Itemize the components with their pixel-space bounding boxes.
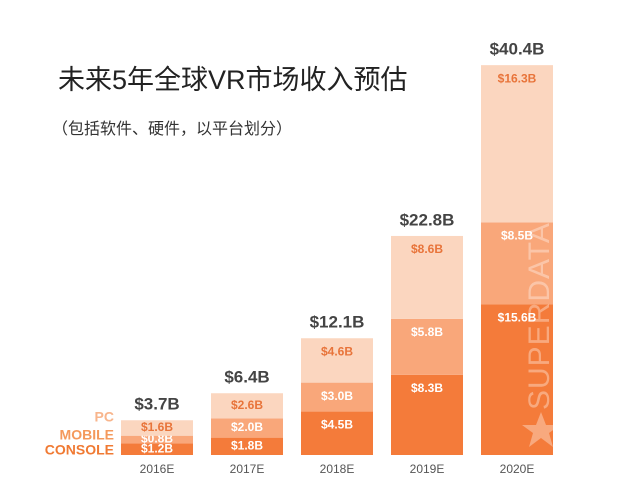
value-label: $15.6B bbox=[498, 311, 537, 325]
bar-segment bbox=[301, 382, 373, 412]
value-label: $1.2B bbox=[141, 441, 173, 455]
value-label: $16.3B bbox=[498, 71, 537, 85]
bar-segment bbox=[301, 411, 373, 455]
value-label: $3.0B bbox=[321, 389, 353, 403]
legend-label: CONSOLE bbox=[45, 442, 114, 458]
x-tick-label: 2019E bbox=[410, 462, 445, 476]
total-label: $12.1B bbox=[310, 313, 365, 332]
value-label: $1.8B bbox=[231, 438, 263, 452]
legend-label: PC bbox=[95, 409, 114, 425]
bar-segment bbox=[481, 304, 553, 455]
bar-segment bbox=[301, 338, 373, 383]
watermark: SUPERDATA bbox=[523, 222, 556, 410]
value-label: $1.6B bbox=[141, 420, 173, 434]
bar-segment bbox=[121, 420, 193, 436]
bar-segment bbox=[211, 418, 283, 438]
total-label: $3.7B bbox=[134, 395, 179, 414]
total-label: $22.8B bbox=[400, 210, 455, 229]
bar-segment bbox=[211, 393, 283, 419]
legend-label: MOBILE bbox=[60, 427, 114, 443]
value-label: $8.3B bbox=[411, 381, 443, 395]
x-tick-label: 2017E bbox=[230, 462, 265, 476]
bar-segment bbox=[391, 318, 463, 375]
value-label: $5.8B bbox=[411, 325, 443, 339]
watermark-text: SUPERDATA bbox=[523, 222, 556, 410]
value-label: $4.5B bbox=[321, 418, 353, 432]
bar-segment bbox=[481, 65, 553, 223]
value-label: $8.5B bbox=[501, 229, 533, 243]
total-label: $6.4B bbox=[224, 368, 269, 387]
x-tick-label: 2018E bbox=[320, 462, 355, 476]
bar-segment bbox=[391, 374, 463, 455]
bar-segment bbox=[211, 437, 283, 455]
value-label: $8.6B bbox=[411, 242, 443, 256]
watermark-star bbox=[522, 412, 560, 447]
x-tick-label: 2016E bbox=[140, 462, 175, 476]
bar-segment bbox=[391, 235, 463, 319]
total-label: $40.4B bbox=[490, 40, 545, 59]
value-label: $4.6B bbox=[321, 344, 353, 358]
x-tick-label: 2020E bbox=[500, 462, 535, 476]
value-label: $2.6B bbox=[231, 398, 263, 412]
chart-title: 未来5年全球VR市场收入预估 bbox=[58, 65, 408, 95]
value-label: $2.0B bbox=[231, 420, 263, 434]
bar-segment bbox=[481, 222, 553, 305]
bar-segment bbox=[121, 443, 193, 455]
chart-subtitle: （包括软件、硬件，以平台划分） bbox=[52, 120, 292, 138]
bar-segment bbox=[121, 435, 193, 444]
